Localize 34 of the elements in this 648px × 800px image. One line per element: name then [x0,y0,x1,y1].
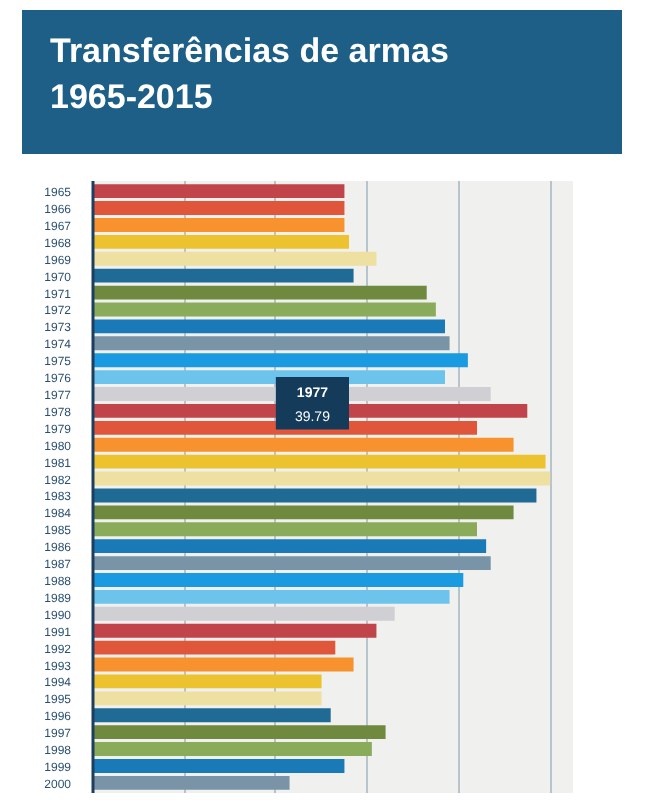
bar [93,623,377,638]
bar [93,556,491,571]
bar [93,437,514,452]
bar [93,184,345,199]
bar [93,234,349,249]
bar [93,302,436,317]
bar [93,319,445,334]
bar [93,657,354,672]
bar [93,268,354,283]
bar [93,454,546,469]
bar [93,775,290,790]
bar [93,742,372,756]
bar [93,285,427,300]
bar [93,522,477,537]
bar [93,218,345,232]
bar [93,539,487,554]
bar [93,725,386,740]
bar [93,370,445,385]
bar [93,201,345,215]
bar [93,708,331,723]
bar [93,353,468,368]
bar [93,488,537,503]
bar [93,674,322,689]
bar [93,589,450,604]
bar [93,251,377,266]
bar [93,606,395,621]
bar [93,471,551,486]
bar [93,336,450,351]
bar [93,640,336,655]
bar [93,505,514,520]
bar [93,573,464,587]
chart-title: Transferências de armas 1965-2015 [50,30,449,120]
bar [93,691,322,706]
bar [93,759,345,773]
